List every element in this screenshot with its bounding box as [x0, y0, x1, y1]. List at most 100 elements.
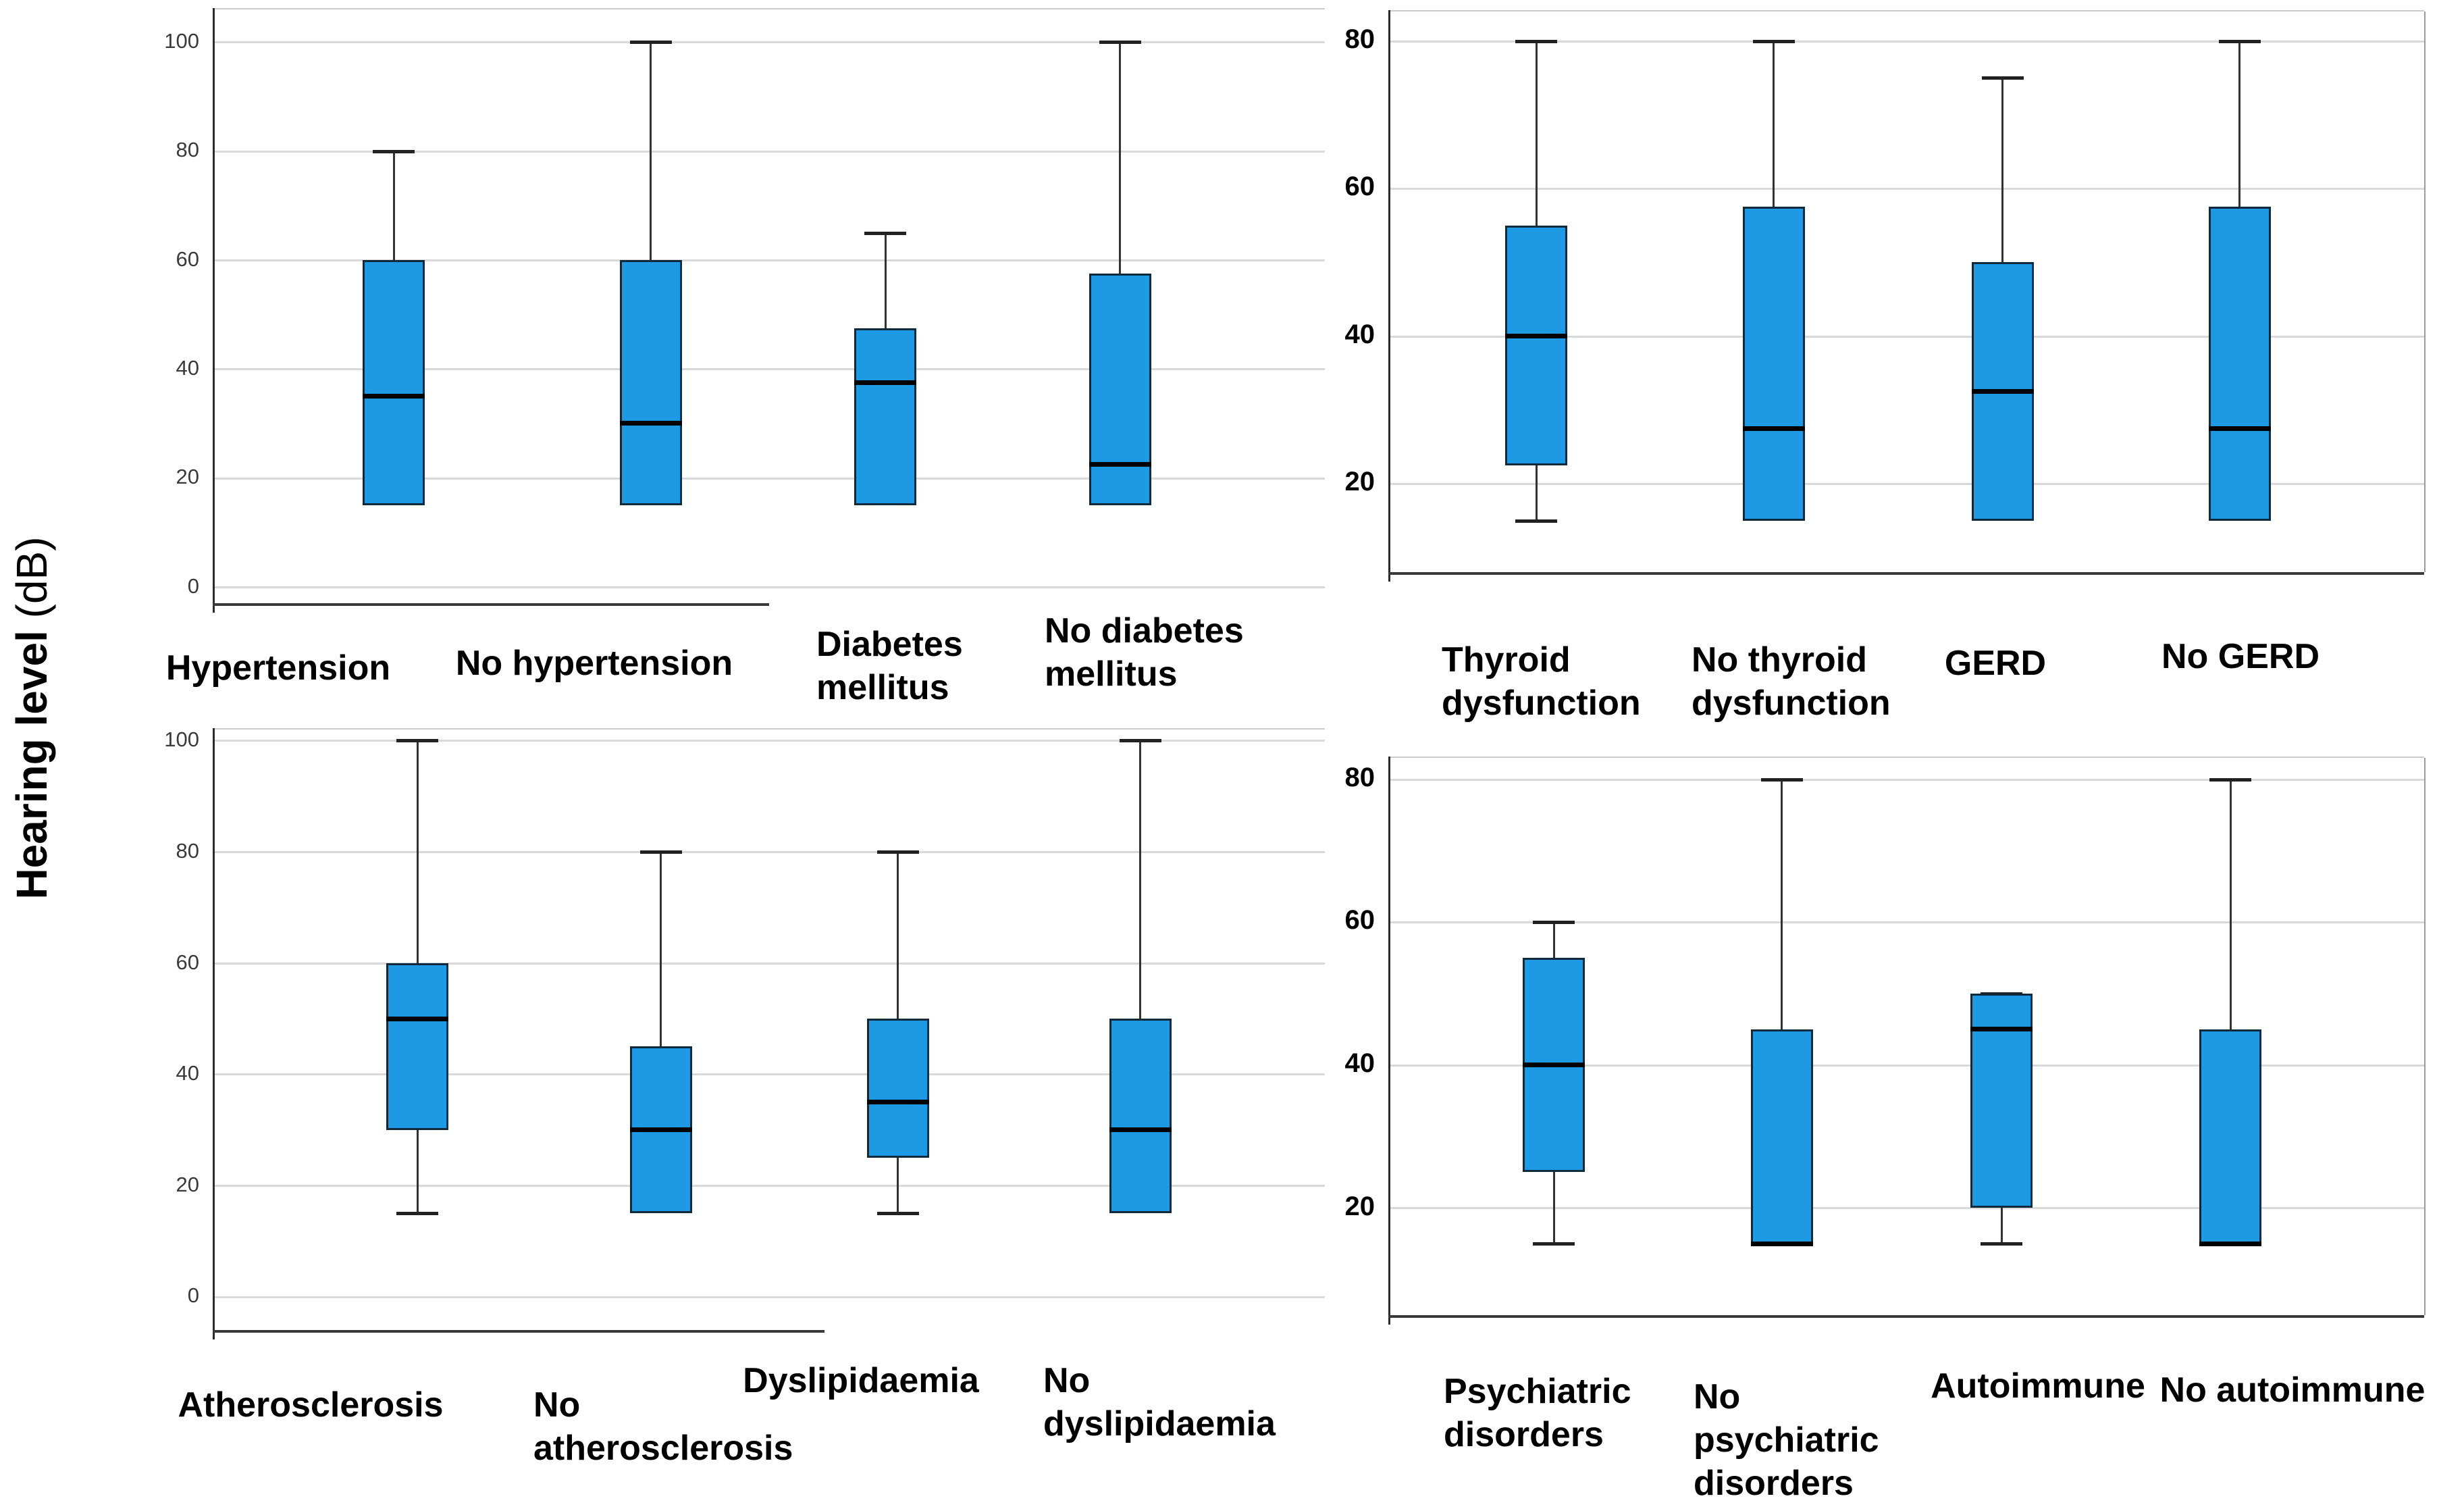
box-no-thyroid-dysfunction: [1742, 207, 1805, 521]
gridline-60-hypertension-diabetes: [213, 259, 1325, 261]
category-label: No psychiatric disorders: [1694, 1377, 1879, 1503]
gridline-80-psychiatric-autoimmune: [1388, 778, 2424, 781]
upper-whisker-cap: [629, 41, 672, 45]
gridline-20-atherosclerosis-dyslipidaemia: [213, 1184, 1325, 1187]
lower-whisker-cap: [396, 1212, 439, 1216]
category-label: Diabetes mellitus: [816, 625, 963, 707]
upper-whisker-cap: [373, 149, 415, 153]
y-tick-label: 20: [176, 1172, 199, 1196]
gridline-80-thyroid-gerd: [1388, 40, 2424, 43]
lower-whisker: [2000, 1208, 2003, 1244]
y-axis-line-thyroid-gerd: [1388, 10, 1390, 582]
gridline-80-hypertension-diabetes: [213, 150, 1325, 153]
gridline-40-psychiatric-autoimmune: [1388, 1064, 2424, 1067]
lower-whisker: [416, 1129, 419, 1214]
category-label: Hypertension: [165, 648, 391, 688]
y-tick-label: 60: [176, 247, 199, 271]
median-line: [854, 380, 917, 385]
upper-whisker-cap: [1119, 739, 1161, 743]
y-tick-label: 40: [1344, 1048, 1375, 1078]
lower-whisker: [897, 1157, 899, 1214]
y-tick-label: 80: [1344, 762, 1375, 792]
box-hypertension: [363, 259, 425, 505]
median-line: [363, 394, 425, 399]
median-line: [1109, 1127, 1172, 1133]
median-line: [1970, 1027, 2033, 1032]
gridline-20-psychiatric-autoimmune: [1388, 1207, 2424, 1210]
panel-top-border-atherosclerosis-dyslipidaemia: [213, 728, 1325, 730]
panel-right-border-psychiatric-autoimmune: [2424, 758, 2426, 1315]
upper-whisker-cap: [1752, 39, 1795, 43]
box-atherosclerosis: [386, 963, 449, 1130]
upper-whisker-cap: [1533, 921, 1575, 925]
box-no-gerd: [2208, 207, 2271, 521]
median-line: [1089, 461, 1151, 467]
gridline-40-hypertension-diabetes: [213, 368, 1325, 371]
upper-whisker: [1552, 922, 1555, 958]
gridline-40-thyroid-gerd: [1388, 335, 2424, 338]
lower-whisker: [1535, 465, 1538, 521]
y-tick-label: 100: [164, 29, 199, 53]
gridline-20-thyroid-gerd: [1388, 482, 2424, 485]
x-axis-line-thyroid-gerd: [1388, 572, 2424, 575]
upper-whisker: [2238, 41, 2241, 207]
category-label: No hypertension: [455, 644, 733, 683]
gridline-40-atherosclerosis-dyslipidaemia: [213, 1073, 1325, 1076]
upper-whisker-cap: [1981, 76, 2024, 80]
y-axis-line-atherosclerosis-dyslipidaemia: [213, 728, 215, 1339]
lower-whisker-cap: [1515, 519, 1558, 523]
median-line: [2208, 426, 2271, 431]
median-line: [1742, 426, 1805, 431]
y-axis-label: Hearing level (dB): [7, 245, 68, 1191]
box-no-diabetes-mellitus: [1089, 274, 1151, 505]
panel-right-border-thyroid-gerd: [2424, 11, 2426, 572]
upper-whisker: [897, 852, 899, 1019]
category-label: Psychiatric disorders: [1444, 1372, 1631, 1454]
y-tick-label: 20: [1344, 1191, 1375, 1221]
panel-top-border-thyroid-gerd: [1388, 10, 2424, 11]
y-tick-label: 40: [176, 356, 199, 380]
category-label: No thyroid dysfunction: [1692, 640, 1891, 723]
upper-whisker-cap: [1099, 41, 1141, 45]
y-axis-label-main: Hearing level: [7, 630, 56, 900]
upper-whisker-cap: [1515, 39, 1558, 43]
gridline-20-hypertension-diabetes: [213, 477, 1325, 480]
gridline-80-atherosclerosis-dyslipidaemia: [213, 851, 1325, 854]
x-axis-line-psychiatric-autoimmune: [1388, 1315, 2424, 1318]
box-diabetes-mellitus: [854, 328, 917, 505]
upper-whisker-cap: [2209, 777, 2252, 782]
x-axis-line-hypertension-diabetes: [213, 603, 769, 606]
median-line: [1750, 1241, 1813, 1246]
box-no-autoimmune: [2199, 1029, 2262, 1244]
gridline-100-atherosclerosis-dyslipidaemia: [213, 740, 1325, 742]
y-tick-label: 80: [176, 138, 199, 162]
category-label: No atherosclerosis: [533, 1385, 793, 1468]
box-thyroid-dysfunction: [1505, 225, 1568, 465]
median-line: [1971, 388, 2034, 394]
y-tick-label: 60: [176, 950, 199, 974]
upper-whisker-cap: [396, 739, 439, 743]
upper-whisker: [1119, 42, 1122, 274]
median-line: [1523, 1063, 1585, 1068]
box-dyslipidaemia: [866, 1019, 929, 1158]
y-tick-label: 0: [187, 1283, 199, 1308]
y-axis-label-unit: (dB): [7, 536, 56, 631]
category-label: Dyslipidaemia: [743, 1361, 979, 1400]
x-axis-line-atherosclerosis-dyslipidaemia: [213, 1330, 824, 1333]
category-label: Autoimmune: [1931, 1366, 2145, 1406]
upper-whisker: [1139, 740, 1142, 1019]
upper-whisker: [392, 151, 395, 260]
upper-whisker-cap: [639, 850, 682, 854]
panel-top-border-hypertension-diabetes: [213, 8, 1325, 9]
category-label: GERD: [1944, 644, 2047, 683]
y-tick-label: 80: [176, 838, 199, 863]
upper-whisker-cap: [864, 231, 907, 235]
upper-whisker: [884, 232, 887, 328]
upper-whisker: [2229, 779, 2232, 1029]
upper-whisker: [1535, 41, 1538, 226]
y-tick-label: 100: [164, 727, 199, 752]
category-label: No dyslipidaemia: [1043, 1361, 1276, 1443]
panel-top-border-psychiatric-autoimmune: [1388, 757, 2424, 758]
box-no-dyslipidaemia: [1109, 1019, 1172, 1214]
